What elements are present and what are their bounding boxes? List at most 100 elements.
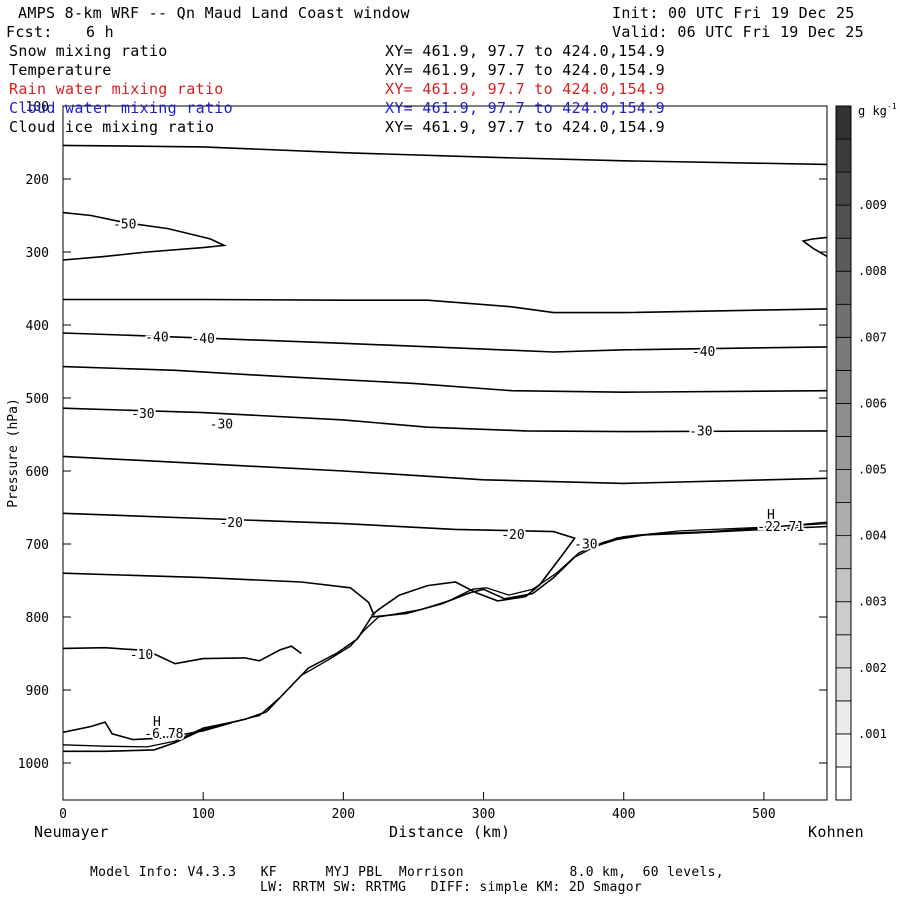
colorbar-segment [835, 766, 852, 801]
terrain-line-inner [62, 522, 828, 748]
y-axis-label: Pressure (hPa) [6, 398, 21, 508]
colorbar-segment [835, 336, 852, 371]
left-station-label: Neumayer [34, 823, 109, 841]
field-xy-range: XY= 461.9, 97.7 to 424.0,154.9 [385, 61, 665, 79]
y-tick-label: 200 [26, 173, 49, 188]
colorbar-segment [835, 204, 852, 239]
contour-label: -6.78 [144, 727, 183, 742]
colorbar-segment [835, 667, 852, 702]
colorbar-label: .005 [858, 463, 887, 477]
contour-label: -40 [692, 345, 715, 360]
right-station-label: Kohnen [808, 823, 864, 841]
colorbar-label: .007 [858, 330, 887, 344]
colorbar-label: .006 [858, 396, 887, 410]
axes: 0 100 200 300 400 500 100 200 300 400 500 600 700 800… [6, 100, 827, 822]
contour-label: -50 [113, 217, 136, 232]
terrain-line [63, 525, 828, 753]
y-tick-label: 700 [26, 538, 49, 553]
colorbar-unit: g kg [858, 104, 887, 118]
physics-info: LW: RRTM SW: RRTMG DIFF: simple KM: 2D S… [260, 880, 642, 895]
high-marker: H [767, 508, 775, 523]
temperature-contour-line [62, 572, 375, 616]
contour-label: -30 [574, 538, 597, 553]
y-tick-label: 1000 [18, 757, 49, 772]
y-tick-label: 800 [26, 611, 49, 626]
x-tick-label: 500 [752, 807, 775, 822]
y-tick-label: 100 [26, 100, 49, 115]
y-tick-label: 400 [26, 319, 49, 334]
colorbar-label: .001 [858, 727, 887, 741]
forecast-label: Fcst: [6, 23, 53, 41]
colorbar-segment [835, 634, 852, 669]
colorbar-segment [835, 303, 852, 338]
colorbar-label: .002 [858, 661, 887, 675]
colorbar-label: .004 [858, 529, 887, 543]
contour-label: -30 [210, 417, 233, 432]
colorbar-segment [835, 403, 852, 437]
contour-label: -20 [219, 516, 242, 531]
colorbar-segment [835, 535, 852, 570]
colorbar-segment [835, 733, 852, 768]
colorbar-segment [835, 568, 852, 603]
forecast-hour: 6 h [86, 23, 114, 41]
contour-label: -22.71 [757, 520, 804, 535]
contour-label: -40 [145, 330, 168, 345]
field-name: Cloud ice mixing ratio [9, 118, 215, 136]
field-xy-range: XY= 461.9, 97.7 to 424.0,154.9 [385, 80, 665, 98]
valid-time: Valid: 06 UTC Fri 19 Dec 25 [612, 23, 864, 41]
temperature-contour-line [62, 455, 828, 485]
colorbar: .001 .002 .003 .004 .005 .006 .007 .008 .009 g kg… [835, 102, 897, 801]
colorbar-segment [835, 237, 852, 272]
temperature-contours: -50 -40 -40 -40 -30 -30 -30 -20 -20 -30 -10 -22.71 -… [62, 144, 828, 753]
contour-label: -30 [131, 407, 154, 422]
contour-label: -30 [689, 425, 712, 440]
init-time: Init: 00 UTC Fri 19 Dec 25 [612, 4, 855, 22]
y-tick-label: 600 [26, 465, 49, 480]
isotherm-line-upper [595, 521, 828, 547]
temperature-contour-line [62, 645, 302, 665]
colorbar-frame [835, 105, 852, 801]
colorbar-unit-exponent: -1 [887, 102, 897, 111]
contour-label: -40 [191, 332, 214, 347]
colorbar-segment [835, 469, 852, 503]
high-marker: H [153, 715, 161, 730]
colorbar-segment [835, 436, 852, 470]
x-tick-label: 400 [612, 807, 635, 822]
y-tick-label: 300 [26, 246, 49, 261]
temperature-contour-line [62, 365, 828, 394]
x-tick-label: 300 [472, 807, 495, 822]
y-tick-label: 500 [26, 392, 49, 407]
temperature-contour-line [62, 144, 828, 166]
field-xy-range: XY= 461.9, 97.7 to 424.0,154.9 [385, 99, 665, 117]
temperature-contour-line [62, 332, 828, 353]
colorbar-segment [835, 700, 852, 735]
x-tick-label: 200 [332, 807, 355, 822]
x-tick-label: 100 [191, 807, 214, 822]
colorbar-segment [835, 138, 852, 173]
colorbar-label: .003 [858, 595, 887, 609]
chart-title: AMPS 8-km WRF -- Qn Maud Land Coast wind… [18, 4, 410, 22]
colorbar-segment [835, 270, 852, 305]
contour-label: -10 [130, 648, 153, 663]
contour-label: -20 [501, 528, 524, 543]
temperature-contour-line [63, 298, 828, 314]
field-xy-range: XY= 461.9, 97.7 to 424.0,154.9 [385, 42, 665, 60]
field-name: Temperature [9, 61, 112, 79]
colorbar-segment [835, 601, 852, 636]
colorbar-segment [835, 105, 852, 140]
x-axis-label: Distance (km) [389, 823, 511, 841]
plot-frame [62, 105, 828, 801]
colorbar-label: .009 [858, 198, 887, 212]
temperature-contour-line [62, 512, 577, 617]
field-name: Snow mixing ratio [9, 42, 168, 60]
field-xy-range: XY= 461.9, 97.7 to 424.0,154.9 [385, 118, 665, 136]
field-name: Rain water mixing ratio [9, 80, 224, 98]
field-name: Cloud water mixing ratio [9, 99, 233, 117]
colorbar-segment [835, 369, 852, 404]
colorbar-label: .008 [858, 264, 887, 278]
temperature-contour-line [62, 407, 828, 433]
x-tick-label: 0 [59, 807, 67, 822]
colorbar-segment [835, 171, 852, 206]
y-tick-label: 900 [26, 684, 49, 699]
